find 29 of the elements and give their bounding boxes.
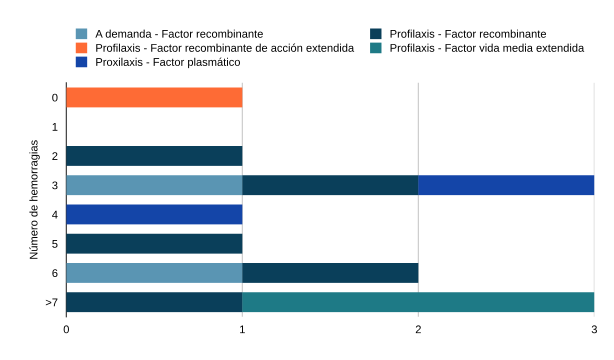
bar — [242, 292, 594, 312]
y-tick-label: 2 — [52, 152, 58, 160]
legend-label: Profilaxis - Factor recombinante — [390, 30, 546, 38]
legend-label: Profilaxis - Factor recombinante de acción extendida — [96, 44, 354, 52]
bar — [66, 262, 242, 283]
x-tick-label: 2 — [416, 325, 421, 334]
y-tick-label: 3 — [52, 181, 58, 190]
y-tick-label: 6 — [52, 269, 58, 278]
y-tick-label: 0 — [52, 94, 58, 102]
y-tick-label: 1 — [52, 123, 58, 131]
bar — [66, 292, 242, 312]
y-tick-label: 5 — [52, 240, 58, 248]
x-tick-label: 0 — [64, 325, 69, 334]
bar — [242, 262, 418, 283]
legend-label: Profilaxis - Factor vida media extendida — [390, 44, 584, 52]
bar — [418, 175, 594, 196]
bar — [66, 234, 242, 254]
x-tick-label: 1 — [240, 326, 245, 334]
bar — [66, 204, 242, 224]
bar — [66, 146, 242, 166]
x-tick-label: 3 — [592, 325, 597, 334]
bar — [66, 87, 242, 108]
y-tick-label: >7 — [46, 298, 58, 306]
legend-label: Proxilaxis - Factor plasmático — [96, 58, 240, 68]
y-axis-title: Número de hemorragias — [29, 140, 40, 259]
y-tick-label: 4 — [52, 210, 58, 218]
legend-label: A demanda - Factor recombinante — [95, 30, 263, 38]
bar — [66, 175, 242, 196]
bar — [242, 175, 418, 196]
